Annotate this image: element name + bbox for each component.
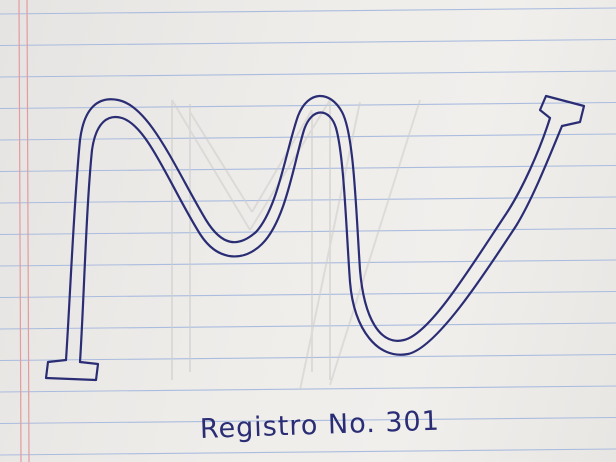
ruled-line	[0, 448, 616, 456]
ruled-line	[0, 196, 616, 204]
ruled-line	[0, 38, 616, 47]
caption-text: Registro No. 301	[199, 405, 441, 445]
ghost-letter-traces	[171, 99, 421, 391]
tube-inner-outline	[78, 111, 564, 364]
margin-lines	[18, 0, 30, 462]
ruled-line	[0, 164, 616, 173]
ruled-line	[0, 322, 616, 330]
ruled-line	[0, 385, 616, 393]
wave-tube-drawing	[44, 94, 586, 382]
ruled-line	[0, 7, 616, 15]
tube-outer-outline	[64, 94, 552, 362]
ruled-line	[0, 353, 616, 362]
ruled-line	[0, 227, 616, 236]
right-end-cap	[538, 94, 586, 128]
ruled-lines	[0, 7, 616, 456]
margin-line	[18, 0, 22, 462]
ruled-line	[0, 70, 616, 78]
ghost-letter-stroke	[171, 99, 331, 380]
margin-line	[26, 0, 30, 462]
ghost-letter-stroke	[189, 104, 313, 372]
ghost-letter-stroke	[299, 99, 421, 391]
ruled-line	[0, 101, 616, 110]
ruled-line	[0, 290, 616, 299]
ruled-line	[0, 259, 616, 267]
left-end-cap	[44, 358, 100, 382]
ruled-line	[0, 416, 616, 425]
